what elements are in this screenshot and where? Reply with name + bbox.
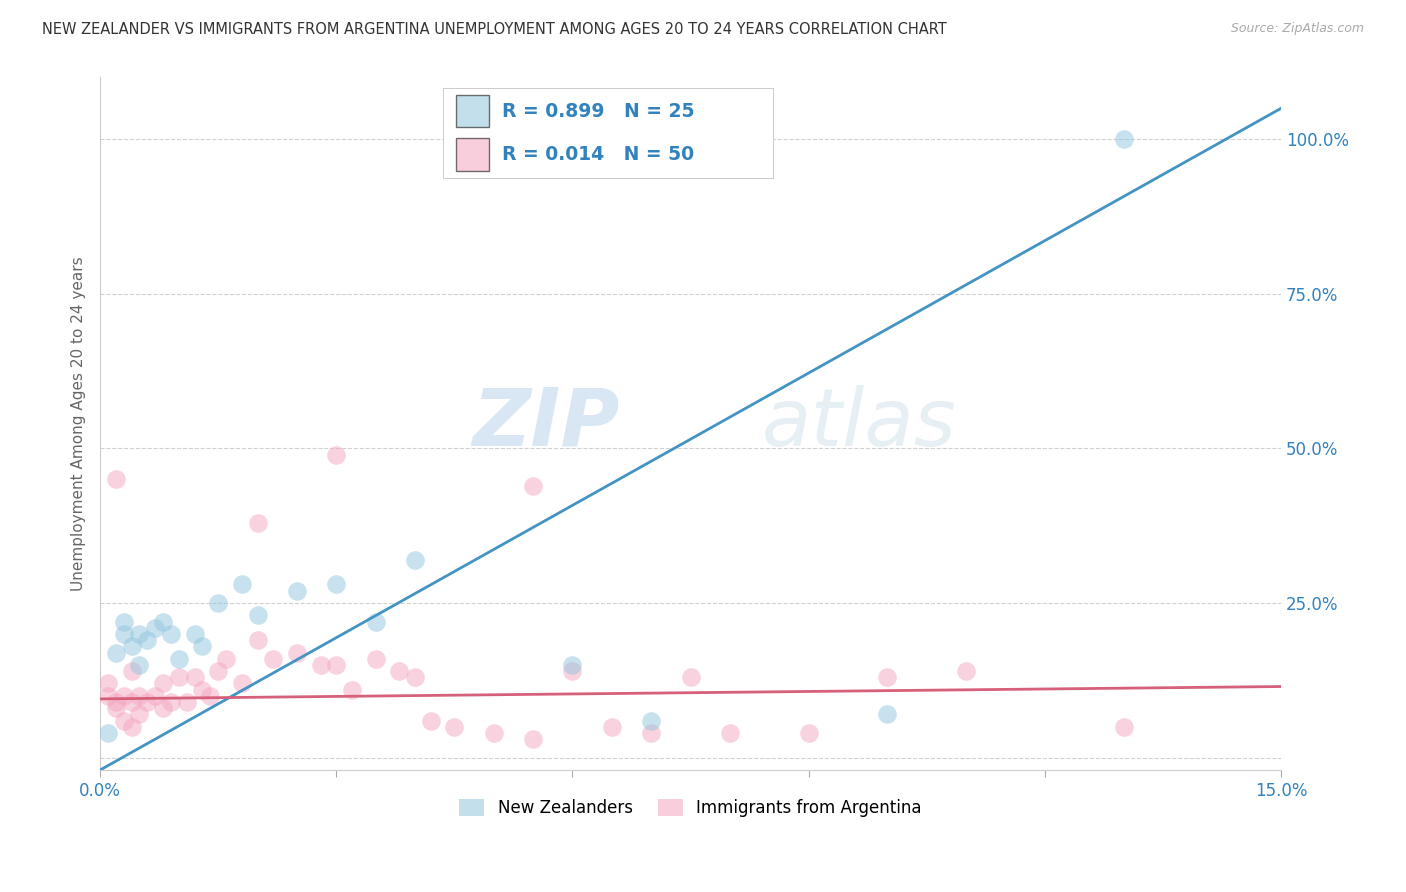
Point (325, 577, 347, 591)
Point (522, 478, 544, 492)
Point (152, 676, 174, 690)
Point (309, 657, 332, 672)
Point (152, 701, 174, 715)
Point (561, 664, 583, 678)
Point (128, 689, 150, 703)
Point (128, 707, 150, 722)
Point (419, 714, 441, 728)
Point (482, 726, 505, 740)
Point (876, 670, 898, 684)
Point (955, 664, 977, 678)
Text: NEW ZEALANDER VS IMMIGRANTS FROM ARGENTINA UNEMPLOYMENT AMONG AGES 20 TO 24 YEAR: NEW ZEALANDER VS IMMIGRANTS FROM ARGENTI… (42, 22, 946, 37)
Point (640, 726, 662, 740)
Point (128, 657, 150, 672)
Y-axis label: Unemployment Among Ages 20 to 24 years: Unemployment Among Ages 20 to 24 years (72, 256, 86, 591)
Point (121, 640, 143, 654)
Point (285, 583, 308, 598)
Point (143, 621, 166, 635)
Point (183, 670, 205, 684)
Point (128, 627, 150, 641)
Point (121, 664, 143, 678)
Point (121, 695, 143, 709)
Text: Source: ZipAtlas.com: Source: ZipAtlas.com (1230, 22, 1364, 36)
Point (797, 726, 820, 740)
Point (207, 596, 229, 610)
Point (136, 633, 159, 648)
Point (231, 577, 253, 591)
Point (1112, 132, 1135, 146)
Point (200, 689, 222, 703)
Point (364, 651, 387, 665)
Point (112, 627, 135, 641)
Point (1112, 720, 1135, 734)
Point (215, 651, 238, 665)
Point (112, 615, 135, 629)
Point (262, 651, 284, 665)
Point (104, 472, 127, 486)
Point (97, 726, 120, 740)
Point (364, 615, 387, 629)
Point (404, 553, 426, 567)
Point (176, 695, 198, 709)
Text: atlas: atlas (762, 384, 956, 463)
Point (167, 670, 190, 684)
Point (325, 657, 347, 672)
Point (143, 689, 166, 703)
Point (183, 627, 205, 641)
Point (97, 676, 120, 690)
Point (679, 670, 702, 684)
Point (104, 701, 127, 715)
Point (97, 689, 120, 703)
Text: ZIP: ZIP (472, 384, 620, 463)
Point (207, 664, 229, 678)
Point (191, 640, 214, 654)
Point (246, 608, 269, 623)
Point (160, 627, 183, 641)
Point (104, 646, 127, 660)
Point (600, 720, 623, 734)
Point (104, 695, 127, 709)
Point (522, 732, 544, 747)
Point (160, 695, 183, 709)
Point (112, 689, 135, 703)
Point (876, 707, 898, 722)
Point (718, 726, 741, 740)
Point (404, 670, 426, 684)
Point (191, 682, 214, 697)
Point (136, 695, 159, 709)
Point (561, 657, 583, 672)
Legend: New Zealanders, Immigrants from Argentina: New Zealanders, Immigrants from Argentin… (453, 792, 928, 824)
Point (246, 633, 269, 648)
Point (112, 714, 135, 728)
Point (340, 682, 363, 697)
Point (388, 664, 411, 678)
Point (325, 448, 347, 462)
Point (167, 651, 190, 665)
Point (285, 646, 308, 660)
Point (231, 676, 253, 690)
Point (640, 714, 662, 728)
Point (152, 615, 174, 629)
Point (246, 516, 269, 530)
Point (121, 720, 143, 734)
Point (443, 720, 465, 734)
